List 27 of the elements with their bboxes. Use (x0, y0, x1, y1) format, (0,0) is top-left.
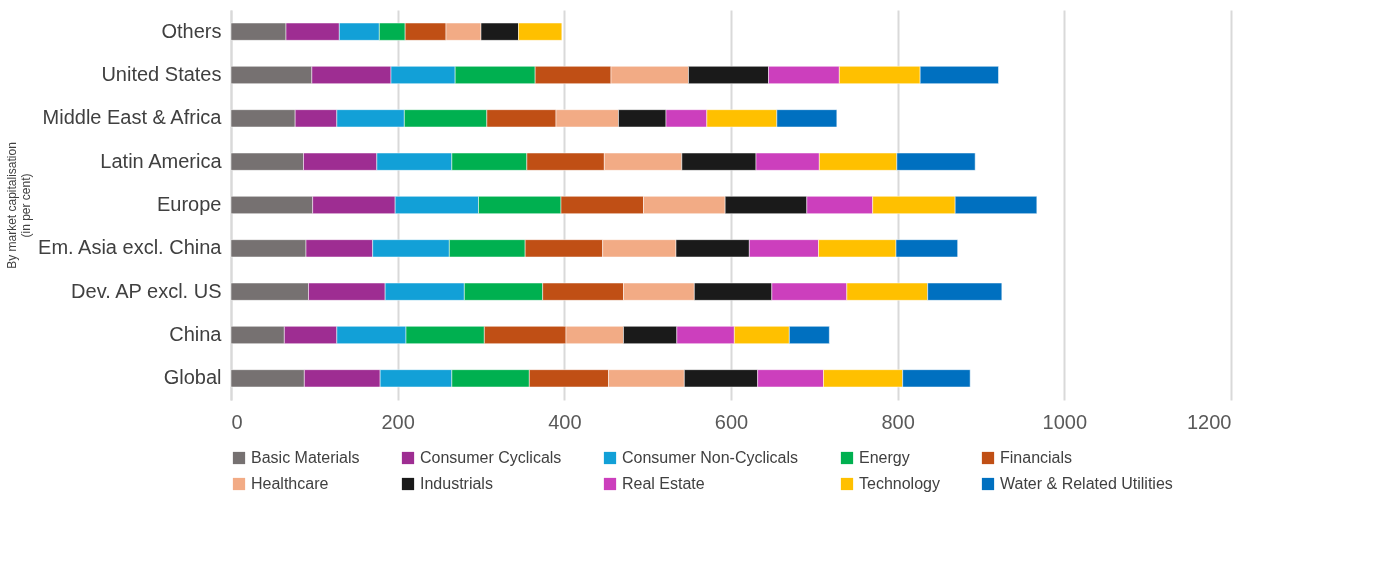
legend-label: Basic Materials (251, 449, 360, 466)
y-tick-label: Middle East & Africa (42, 106, 223, 129)
y-tick-label: Em. Asia excl. China (38, 236, 223, 259)
legend-label: Real Estate (622, 475, 705, 492)
y-tick-label: United States (101, 63, 222, 85)
y-tick-label: Global (163, 366, 222, 389)
y-tick-label: Others (161, 19, 222, 42)
y-tick-label: China (169, 323, 223, 345)
x-tick-label: 1000 (1042, 410, 1088, 433)
x-tick-label: 0 (231, 410, 243, 433)
y-tick-label: Europe (157, 193, 222, 215)
y-axis-title: By market capitalisation (in per cent) (4, 142, 33, 269)
legend-label: Water & Related Utilities (1000, 475, 1173, 492)
x-tick-label: 1200 (1187, 410, 1232, 433)
y-tick-label: Dev. AP excl. US (71, 279, 222, 302)
legend-label: Energy (859, 449, 910, 466)
legend-label: Technology (859, 475, 940, 492)
x-tick-label: 600 (714, 410, 749, 433)
legend-label: Financials (1000, 449, 1073, 466)
legend-label: Consumer Non-Cyclicals (622, 449, 799, 466)
legend-label: Healthcare (251, 475, 329, 492)
y-tick-label: Latin America (100, 149, 223, 172)
x-tick-label: 200 (381, 410, 415, 433)
x-tick-label: 400 (548, 410, 582, 433)
x-tick-label: 800 (881, 410, 915, 433)
legend-label: Consumer Cyclicals (420, 449, 562, 466)
legend-label: Industrials (420, 475, 493, 492)
